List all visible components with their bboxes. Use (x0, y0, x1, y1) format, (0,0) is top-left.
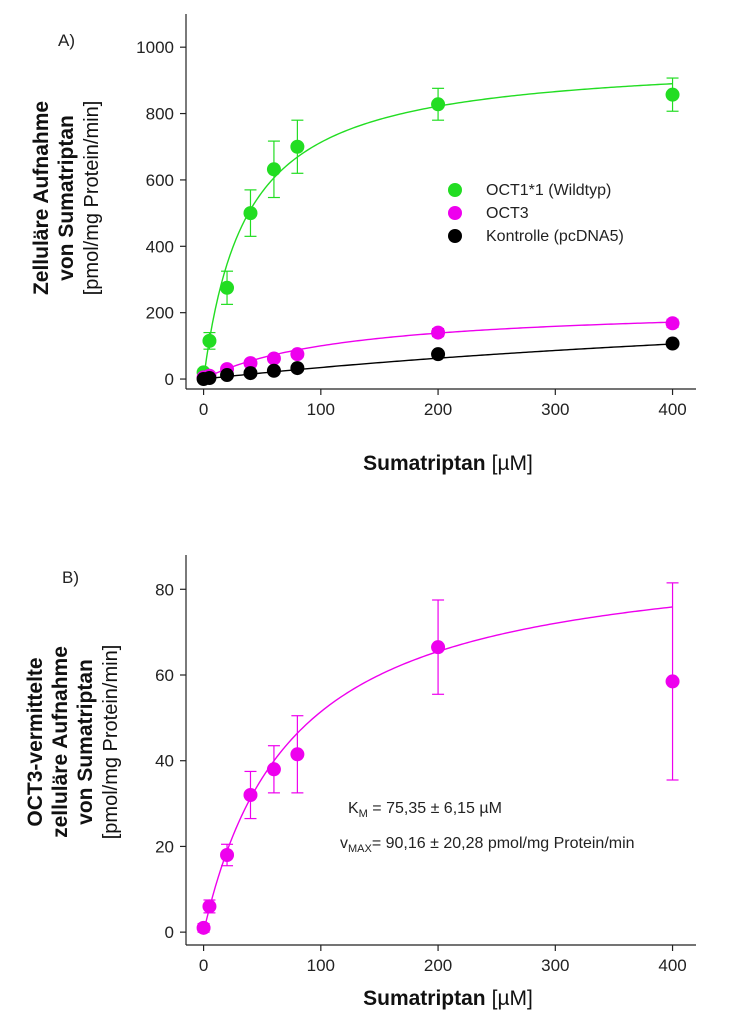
panel-b-x-tick-label: 300 (541, 956, 569, 975)
panel-a-legend-label: OCT1*1 (Wildtyp) (486, 182, 611, 199)
panel-a-series-1-point (290, 347, 305, 362)
panel-a-xlabel-name: Sumatriptan (363, 452, 486, 475)
panel-a-series-0-point (431, 97, 446, 112)
panel-a-series-2-point (266, 363, 281, 378)
panel-b-x-tick-label: 0 (199, 956, 208, 975)
panel-b-series-0-point (220, 848, 235, 862)
panel-a-ylabel-unit: [pmol/mg Protein/min] (81, 101, 103, 296)
panel-a-series-2-point (243, 366, 258, 381)
panel-a-legend-label: OCT3 (486, 205, 529, 222)
panel-b-series-0-point (665, 674, 680, 689)
panel-a-x-tick-label: 400 (658, 400, 686, 419)
panel-a-xlabel-unit: [µM] (492, 452, 533, 475)
panel-a-y-tick-label: 600 (146, 171, 174, 190)
panel-a-series-0-point (290, 139, 305, 154)
panel-a-x-tick-label: 200 (424, 400, 452, 419)
panel-a-series-2-point (202, 371, 217, 386)
panel-b-y-tick-label: 40 (155, 752, 174, 771)
panel-b-series-0-point (266, 762, 281, 777)
panel-b-series-0-point (290, 747, 305, 762)
panel-b-label: B) (62, 568, 79, 587)
panel-a-y-tick-label: 800 (146, 105, 174, 124)
panel-a: A) Zelluläre Aufnahme von Sumatriptan [p… (30, 14, 696, 475)
panel-a-series-0-point (266, 162, 281, 177)
panel-a-ylabel-line2: von Sumatriptan (55, 115, 78, 281)
panel-a-y-tick-label: 400 (146, 237, 174, 256)
panel-a-series-1-point (665, 316, 680, 331)
panel-b-xlabel-name: Sumatriptan (363, 987, 486, 1010)
panel-b-ylabel-line3: von Sumatriptan (74, 659, 97, 825)
panel-b-x-tick-label: 400 (658, 956, 686, 975)
panel-b-x-tick-label: 100 (307, 956, 335, 975)
panel-b-xlabel-unit: [µM] (492, 987, 533, 1010)
panel-a-x-tick-label: 0 (199, 400, 208, 419)
panel-a-x-tick-label: 300 (541, 400, 569, 419)
panel-b-xlabel: Sumatriptan [µM] (363, 987, 533, 1010)
panel-a-series-0-point (220, 280, 235, 295)
panel-b-x-tick-label: 200 (424, 956, 452, 975)
panel-a-series-2-point (665, 336, 680, 351)
panel-a-series-0-point (665, 87, 680, 102)
panel-a-label: A) (58, 31, 75, 50)
panel-b-series-0-point (196, 920, 211, 935)
panel-a-legend-marker (448, 229, 462, 243)
km-annotation: KM = 75,35 ± 6,15 µM (348, 800, 502, 820)
panel-a-series-1-point (431, 325, 446, 340)
panel-a-y-tick-label: 0 (165, 370, 174, 389)
panel-a-x-tick-label: 100 (307, 400, 335, 419)
panel-b-series-0-point (202, 899, 217, 914)
panel-b-ylabel-line2: zelluläre Aufnahme (49, 646, 72, 838)
panel-a-series-2-point (431, 347, 446, 362)
panel-a-y-tick-label: 1000 (136, 38, 174, 57)
panel-b-y-tick-label: 20 (155, 837, 174, 856)
vmax-annotation: vMAX= 90,16 ± 20,28 pmol/mg Protein/min (340, 835, 635, 855)
panel-a-legend-marker (448, 206, 462, 220)
panel-b-y-tick-label: 80 (155, 580, 174, 599)
panel-a-legend-label: Kontrolle (pcDNA5) (486, 228, 624, 245)
panel-a-series-0-point (202, 333, 217, 348)
panel-a-legend-marker (448, 183, 462, 197)
panel-b-y-tick-label: 0 (165, 923, 174, 942)
panel-a-series-1-point (243, 356, 258, 371)
panel-a-series-0-point (243, 206, 258, 221)
panel-a-series-1-point (266, 351, 281, 366)
panel-a-xlabel: Sumatriptan [µM] (363, 452, 533, 475)
panel-b-ylabel-unit: [pmol/mg Protein/min] (100, 645, 122, 840)
panel-b-ylabel-line1: OCT3-vermittelte (24, 657, 47, 826)
panel-a-y-tick-label: 200 (146, 304, 174, 323)
panel-b-series-0-point (243, 788, 258, 802)
panel-b-series-0-point (431, 640, 446, 655)
panel-b: B) OCT3-vermittelte zelluläre Aufnahme v… (24, 555, 696, 1010)
panel-a-series-2-point (220, 368, 235, 383)
panel-a-ylabel-line1: Zelluläre Aufnahme (30, 101, 53, 295)
panel-a-series-2-point (290, 361, 305, 376)
panel-b-y-tick-label: 60 (155, 666, 174, 685)
